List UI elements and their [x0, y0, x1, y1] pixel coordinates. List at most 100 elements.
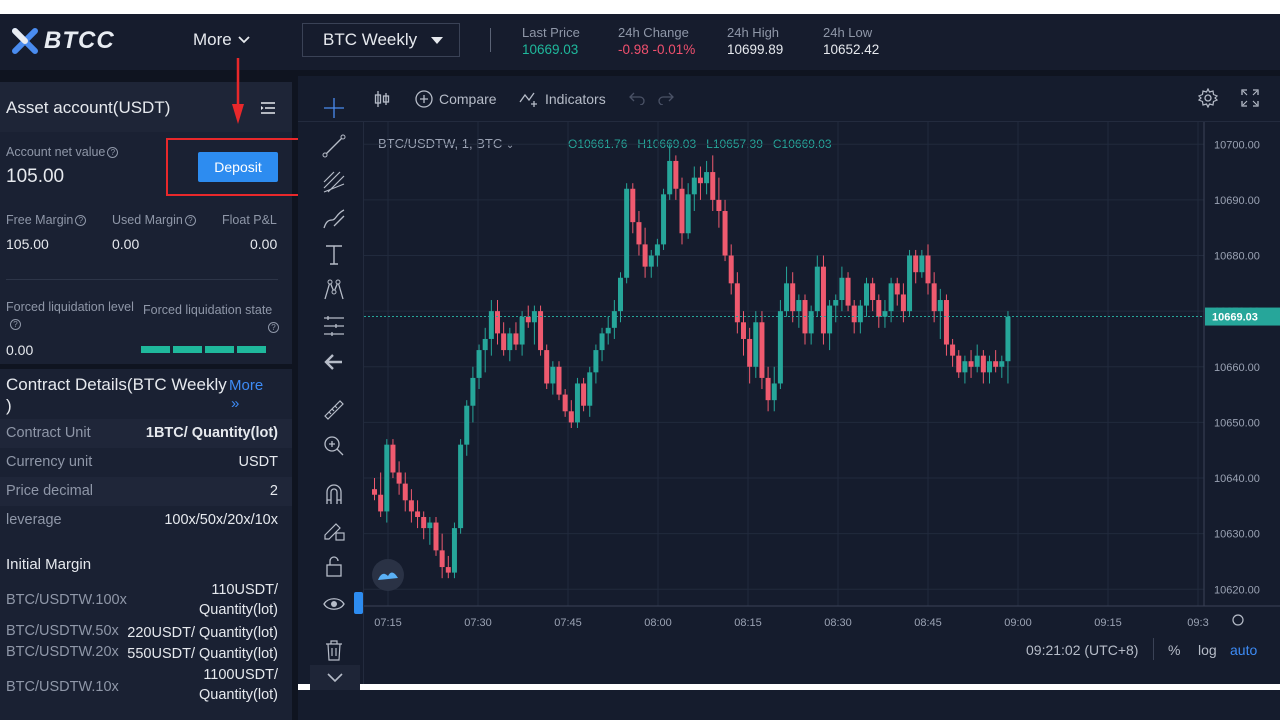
candle-body — [476, 350, 482, 378]
candle-body — [790, 283, 796, 312]
auto-scale-toggle[interactable]: auto — [1230, 642, 1258, 658]
redo-icon[interactable] — [658, 91, 674, 105]
float-pl-label: Float P&L — [222, 213, 277, 227]
magnet-icon[interactable] — [322, 482, 346, 506]
unlock-icon[interactable] — [322, 554, 346, 578]
candle-body — [618, 277, 623, 312]
percent-scale-toggle[interactable]: % — [1168, 642, 1181, 658]
chevron-down-icon: ⌄ — [505, 140, 515, 151]
fullscreen-icon[interactable] — [1241, 89, 1259, 107]
row-value: 100x/50x/20x/10x — [164, 512, 278, 528]
candle-body — [464, 405, 470, 445]
candle-body — [408, 500, 414, 512]
row-value-line1: 110USDT/ — [211, 582, 278, 598]
help-icon[interactable]: ? — [107, 147, 119, 158]
candle-type-icon[interactable] — [374, 90, 390, 108]
candlestick-chart[interactable]: 10700.0010690.0010680.0010670.0010660.00… — [298, 76, 1280, 684]
candle-body — [470, 377, 476, 406]
drawing-toolbar — [298, 98, 364, 691]
candle-body — [894, 283, 900, 295]
time-readout: 09:21:02 (UTC+8) — [1026, 642, 1139, 658]
crosshair-icon[interactable] — [322, 96, 346, 120]
y-tick-label: 10690.00 — [1214, 195, 1260, 207]
lock-pen-icon[interactable] — [322, 518, 346, 542]
candle-body — [402, 483, 408, 501]
pattern-icon[interactable] — [322, 278, 346, 302]
more-menu[interactable]: More — [193, 30, 250, 50]
prediction-icon[interactable] — [322, 314, 346, 338]
trash-icon[interactable] — [322, 638, 346, 662]
more-link[interactable]: More» — [229, 377, 263, 413]
chart-toolbar: Compare Indicators — [298, 76, 1280, 122]
settings-gear-icon[interactable] — [1198, 88, 1218, 108]
candle-body — [421, 516, 427, 529]
y-tick-label: 10650.00 — [1214, 417, 1260, 429]
zoom-in-icon[interactable] — [322, 434, 346, 458]
indicators-button[interactable]: Indicators — [519, 90, 606, 108]
trend-line-icon[interactable] — [322, 134, 346, 158]
candle-body — [876, 300, 882, 317]
candle-body — [501, 333, 507, 351]
candle-body — [415, 511, 421, 517]
fib-icon[interactable] — [322, 170, 346, 194]
red-arrow-annotation — [232, 58, 244, 124]
candle-body — [599, 333, 605, 351]
compare-button[interactable]: Compare — [415, 90, 497, 108]
chevron-down-icon — [238, 36, 250, 44]
net-value-label-text: Account net value — [6, 145, 106, 159]
contract-row: Price decimal 2 — [0, 477, 292, 506]
stat-label: 24h Change — [618, 25, 689, 40]
row-key: BTC/USDTW.20x — [6, 644, 119, 660]
undo-icon[interactable] — [629, 91, 645, 105]
candle-body — [445, 567, 451, 573]
candle-body — [451, 528, 457, 573]
collapse-button[interactable] — [310, 665, 360, 691]
free-margin-label: Free Margin? — [6, 213, 87, 227]
x-tick-label: 08:30 — [824, 617, 852, 629]
caret-down-icon — [431, 36, 444, 44]
brush-icon[interactable] — [322, 206, 346, 230]
stat-last-price: Last Price 10669.03 — [522, 25, 580, 57]
stat-label: 24h Low — [823, 25, 873, 40]
help-icon[interactable]: ? — [10, 319, 21, 330]
row-value: 1BTC/ Quantity(lot) — [145, 425, 278, 441]
indicators-label: Indicators — [545, 91, 606, 107]
candle-body — [845, 277, 851, 306]
row-key: leverage — [6, 512, 62, 528]
stat-value: 10669.03 — [522, 42, 579, 57]
symbol-selector[interactable]: BTC Weekly — [302, 23, 460, 57]
ruler-icon[interactable] — [322, 398, 346, 422]
y-tick-label: 10700.00 — [1214, 139, 1260, 151]
x-tick-label: 08:00 — [644, 617, 672, 629]
candle-body — [784, 283, 790, 312]
help-icon[interactable]: ? — [75, 215, 87, 226]
candle-body — [562, 394, 568, 412]
candle-body — [919, 255, 925, 273]
tv-logo-bubble — [372, 559, 404, 591]
candle-body — [728, 255, 734, 284]
list-menu-icon[interactable] — [260, 101, 276, 115]
candle-body — [962, 361, 968, 373]
arrow-left-icon[interactable] — [322, 350, 346, 374]
net-value-label: Account net value? — [6, 145, 119, 159]
candle-body — [870, 283, 876, 301]
candle-body — [808, 311, 814, 334]
help-icon[interactable]: ? — [184, 215, 196, 226]
eye-icon[interactable] — [322, 592, 346, 616]
candle-body — [771, 383, 777, 401]
btcc-logo[interactable]: BTCC — [12, 26, 115, 56]
row-key: Price decimal — [6, 483, 94, 499]
chart-symbol-text: BTC/USDTW, 1, BTC — [378, 136, 503, 151]
log-scale-toggle[interactable]: log — [1198, 642, 1217, 658]
contract-details-panel: Contract Details(BTC Weekly ) More» Cont… — [0, 364, 292, 720]
candle-body — [525, 316, 531, 323]
help-icon[interactable]: ? — [268, 322, 279, 333]
text-tool-icon[interactable] — [322, 242, 346, 266]
chart-symbol-legend[interactable]: BTC/USDTW, 1, BTC ⌄ — [378, 136, 514, 151]
deposit-button[interactable]: Deposit — [198, 152, 278, 182]
stat-value: 10652.42 — [823, 42, 880, 57]
candle-body — [427, 522, 433, 529]
candle-body — [1005, 316, 1011, 362]
candle-body — [710, 172, 716, 200]
candle-body — [433, 522, 439, 551]
